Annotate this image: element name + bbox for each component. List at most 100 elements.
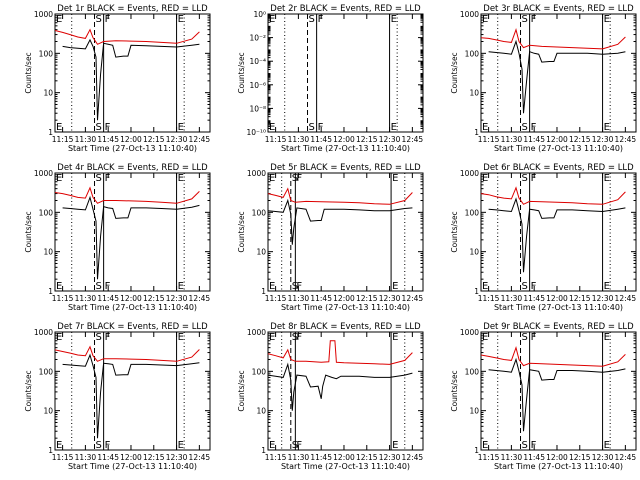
marker-label-bottom: E <box>391 122 397 133</box>
panel-title: Det 1r BLACK = Events, RED = LLD <box>57 4 208 14</box>
x-tick-label: 11:15 <box>265 135 287 144</box>
x-tick-label: 11:30 <box>75 135 97 144</box>
series-line-lld <box>481 186 626 205</box>
series-line-lld <box>268 187 413 205</box>
y-axis-label: Counts/sec <box>237 370 246 411</box>
x-tick-label: 11:45 <box>310 135 332 144</box>
y-axis-label: Counts/sec <box>237 52 246 93</box>
marker-label-bottom: S <box>96 122 102 133</box>
marker-label-bottom: F <box>105 281 111 292</box>
marker-label-top: E <box>56 332 62 343</box>
plot-frame <box>54 172 211 292</box>
y-tick-label: 1 <box>48 128 53 137</box>
x-tick-label: 12:00 <box>120 135 142 144</box>
panel-title: Det 2r BLACK = Events, RED = LLD <box>270 4 421 14</box>
y-tick-label: 1000 <box>34 169 53 178</box>
y-tick-label: 1 <box>474 287 479 296</box>
marker-label-bottom: E <box>178 122 184 133</box>
y-tick-label: 10⁻⁴ <box>249 57 266 66</box>
x-axis-label: Start Time (27-Oct-13 11:10:40) <box>494 462 623 471</box>
plot-frame <box>267 331 424 451</box>
y-tick-label: 1000 <box>460 328 479 337</box>
marker-label-top: F <box>318 14 324 25</box>
x-tick-label: 12:30 <box>592 294 614 303</box>
marker-label-bottom: S <box>309 122 315 133</box>
marker-label-top: E <box>482 173 488 184</box>
x-tick-label: 11:15 <box>478 135 500 144</box>
x-tick-label: 12:15 <box>356 294 378 303</box>
x-axis-label: Start Time (27-Oct-13 11:10:40) <box>68 303 197 312</box>
marker-label-top: S <box>96 173 102 184</box>
panel-det-8: Det 8r BLACK = Events, RED = LLD 1 10 100 10… <box>237 322 424 471</box>
x-tick-label: 12:00 <box>546 453 568 462</box>
panel-title: Det 8r BLACK = Events, RED = LLD <box>270 322 421 332</box>
x-tick-label: 11:15 <box>265 294 287 303</box>
x-tick-label: 12:15 <box>143 135 165 144</box>
marker-label-top: F <box>296 173 302 184</box>
x-tick-label: 11:15 <box>478 294 500 303</box>
marker-label-bottom: E <box>56 122 62 133</box>
series-line-events <box>62 353 200 439</box>
x-tick-label: 11:45 <box>97 453 119 462</box>
x-tick-label: 11:45 <box>310 453 332 462</box>
marker-label-bottom: E <box>482 281 488 292</box>
panel-det-7: Det 7r BLACK = Events, RED = LLD 1 10 100 10… <box>24 322 211 471</box>
marker-label-top: E <box>604 173 610 184</box>
marker-label-top: S <box>522 14 528 25</box>
x-tick-label: 12:30 <box>379 135 401 144</box>
y-tick-label: 100 <box>465 208 480 217</box>
y-tick-label: 10⁻⁶ <box>249 81 266 90</box>
marker-label-bottom: F <box>105 440 111 451</box>
marker-label-top: F <box>531 173 537 184</box>
x-tick-label: 11:30 <box>288 135 310 144</box>
marker-label-bottom: E <box>604 122 610 133</box>
marker-label-top: E <box>269 14 275 25</box>
panel-title: Det 4r BLACK = Events, RED = LLD <box>57 163 208 173</box>
marker-label-bottom: F <box>105 122 111 133</box>
x-tick-label: 11:30 <box>75 453 97 462</box>
series-line-events <box>62 38 200 121</box>
marker-label-top: F <box>105 332 111 343</box>
x-tick-label: 11:45 <box>97 135 119 144</box>
series-line-lld <box>55 345 200 362</box>
plot-frame <box>480 13 637 133</box>
y-axis-label: Counts/sec <box>450 211 459 252</box>
panel-title: Det 7r BLACK = Events, RED = LLD <box>57 322 208 332</box>
plot-frame <box>267 172 424 292</box>
marker-label-bottom: F <box>531 281 537 292</box>
x-tick-label: 12:30 <box>166 294 188 303</box>
y-tick-label: 10⁻² <box>249 34 266 43</box>
x-tick-label: 12:30 <box>379 453 401 462</box>
x-tick-label: 12:00 <box>333 294 355 303</box>
panel-det-3: Det 3r BLACK = Events, RED = LLD 1 10 100 10… <box>450 4 637 153</box>
marker-label-top: S <box>522 332 528 343</box>
y-tick-label: 1000 <box>34 328 53 337</box>
x-tick-label: 12:30 <box>166 453 188 462</box>
marker-label-bottom: F <box>296 440 302 451</box>
x-tick-label: 11:15 <box>52 453 74 462</box>
plot-frame <box>54 331 211 451</box>
marker-label-bottom: E <box>392 440 398 451</box>
marker-label-bottom: S <box>96 281 102 292</box>
x-tick-label: 12:45 <box>615 453 637 462</box>
marker-label-top: F <box>105 173 111 184</box>
panel-title: Det 3r BLACK = Events, RED = LLD <box>483 4 634 14</box>
marker-label-bottom: E <box>604 281 610 292</box>
y-tick-label: 10 <box>43 407 53 416</box>
panel-title: Det 6r BLACK = Events, RED = LLD <box>483 163 634 173</box>
x-tick-label: 11:15 <box>478 453 500 462</box>
marker-label-top: F <box>296 332 302 343</box>
series-line-lld <box>481 346 626 367</box>
x-tick-label: 11:45 <box>523 453 545 462</box>
y-tick-label: 10⁻¹⁰ <box>246 128 266 137</box>
x-tick-label: 12:15 <box>569 294 591 303</box>
panel-title: Det 9r BLACK = Events, RED = LLD <box>483 322 634 332</box>
panel-det-6: Det 6r BLACK = Events, RED = LLD 1 10 100 10… <box>450 163 637 312</box>
y-axis-label: Counts/sec <box>24 52 33 93</box>
marker-label-bottom: E <box>482 440 488 451</box>
y-tick-label: 1 <box>48 446 53 455</box>
y-tick-label: 1000 <box>460 169 479 178</box>
plot-frame <box>480 172 637 292</box>
plot-frame <box>480 331 637 451</box>
